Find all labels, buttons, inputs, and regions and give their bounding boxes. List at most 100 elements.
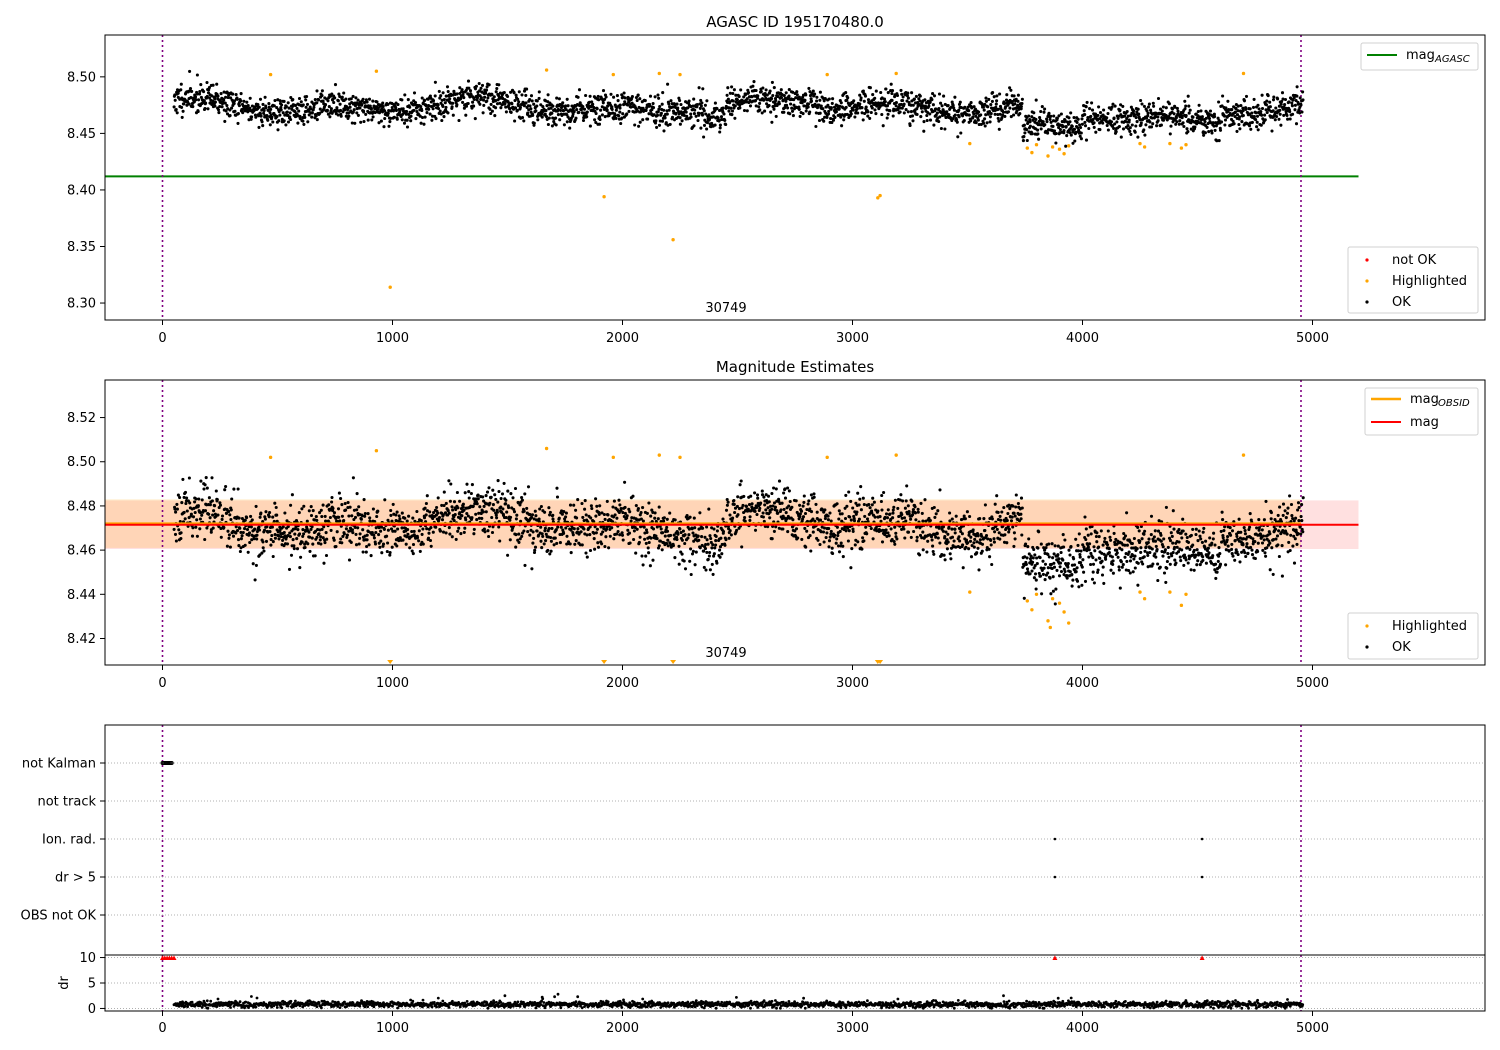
ok-point <box>530 99 534 103</box>
ok-point <box>844 91 848 95</box>
ok-point <box>228 513 232 517</box>
ok-point <box>269 107 273 111</box>
highlighted-point <box>374 69 379 73</box>
ok-point <box>495 102 500 106</box>
ok-point <box>762 98 766 102</box>
ok-point <box>525 506 529 510</box>
ok-point <box>904 499 908 503</box>
ok-point <box>1084 105 1088 109</box>
ok-point <box>713 123 717 127</box>
ok-point <box>808 90 812 94</box>
ok-point <box>354 543 359 547</box>
ok-point <box>409 119 413 123</box>
ok-point <box>750 95 754 99</box>
ok-point <box>647 540 651 545</box>
ok-point <box>1115 120 1119 124</box>
ok-point <box>433 80 437 84</box>
ok-point <box>1094 130 1098 134</box>
ok-point <box>471 100 475 104</box>
ok-point <box>453 513 457 517</box>
ok-point <box>560 104 564 108</box>
ok-point <box>906 530 911 534</box>
ok-point <box>390 545 394 549</box>
ok-point <box>661 91 665 95</box>
ok-point <box>597 512 601 516</box>
ok-point <box>1221 94 1225 98</box>
ok-point <box>798 503 802 507</box>
ok-point <box>822 540 826 544</box>
ok-point <box>178 495 182 500</box>
ok-point <box>1069 133 1073 137</box>
ok-point <box>389 116 393 120</box>
ok-point <box>357 505 361 509</box>
ok-point <box>750 502 754 506</box>
ok-point <box>753 509 757 513</box>
ok-point <box>597 122 602 126</box>
ok-point <box>366 118 370 122</box>
ok-point <box>577 88 582 92</box>
ok-point <box>340 503 344 507</box>
ok-point <box>532 102 536 106</box>
ok-point <box>1250 111 1254 115</box>
ok-point <box>504 105 508 109</box>
ok-point <box>692 516 696 520</box>
ok-point <box>1280 91 1285 95</box>
ok-point <box>1255 114 1260 118</box>
ok-point <box>919 106 924 110</box>
ok-point <box>791 90 795 94</box>
ok-point <box>391 502 395 506</box>
ok-point <box>528 104 532 108</box>
ok-point <box>383 498 387 502</box>
ok-point <box>480 516 484 520</box>
ok-point <box>661 531 665 535</box>
ok-point <box>646 546 650 550</box>
ok-point <box>362 110 366 114</box>
ok-point <box>513 98 517 103</box>
ok-point <box>698 106 702 110</box>
ok-point <box>985 121 989 125</box>
ok-point <box>425 494 429 498</box>
ok-point <box>520 498 524 502</box>
ok-point <box>571 533 575 537</box>
ok-point <box>195 92 199 96</box>
ok-point <box>1208 109 1213 113</box>
ok-point <box>614 108 618 112</box>
ok-point <box>958 100 962 104</box>
ok-point <box>389 513 393 517</box>
ok-point <box>396 527 400 531</box>
ok-point <box>448 97 452 101</box>
ok-point <box>600 542 604 546</box>
ok-point <box>1043 107 1047 111</box>
ok-point <box>665 112 669 116</box>
ok-point <box>818 518 823 522</box>
ok-point <box>486 529 490 533</box>
ok-point <box>641 563 645 567</box>
ok-point <box>1088 107 1092 111</box>
ok-point <box>404 542 408 546</box>
ok-point <box>522 509 526 513</box>
ok-point <box>365 100 369 104</box>
ok-point <box>236 121 240 125</box>
ok-point <box>469 491 473 496</box>
ok-point <box>346 500 350 505</box>
ok-point <box>388 551 392 555</box>
ok-point <box>931 544 935 548</box>
ok-point <box>829 519 833 523</box>
ok-point <box>348 505 352 509</box>
ok-point <box>808 534 812 538</box>
ok-point <box>1202 133 1206 137</box>
ok-point <box>236 538 241 542</box>
ok-point <box>1187 111 1191 115</box>
ok-point <box>925 118 929 123</box>
ok-point <box>1293 108 1297 112</box>
ok-point <box>821 107 825 111</box>
ok-point <box>229 508 233 512</box>
ok-point <box>705 525 709 529</box>
ok-point <box>342 91 346 95</box>
ok-point <box>1260 106 1265 111</box>
y-tick-label: 8.40 <box>67 183 96 198</box>
ok-point <box>852 519 857 523</box>
ok-point <box>657 107 661 111</box>
ok-point <box>184 501 188 506</box>
ok-point <box>331 506 335 510</box>
